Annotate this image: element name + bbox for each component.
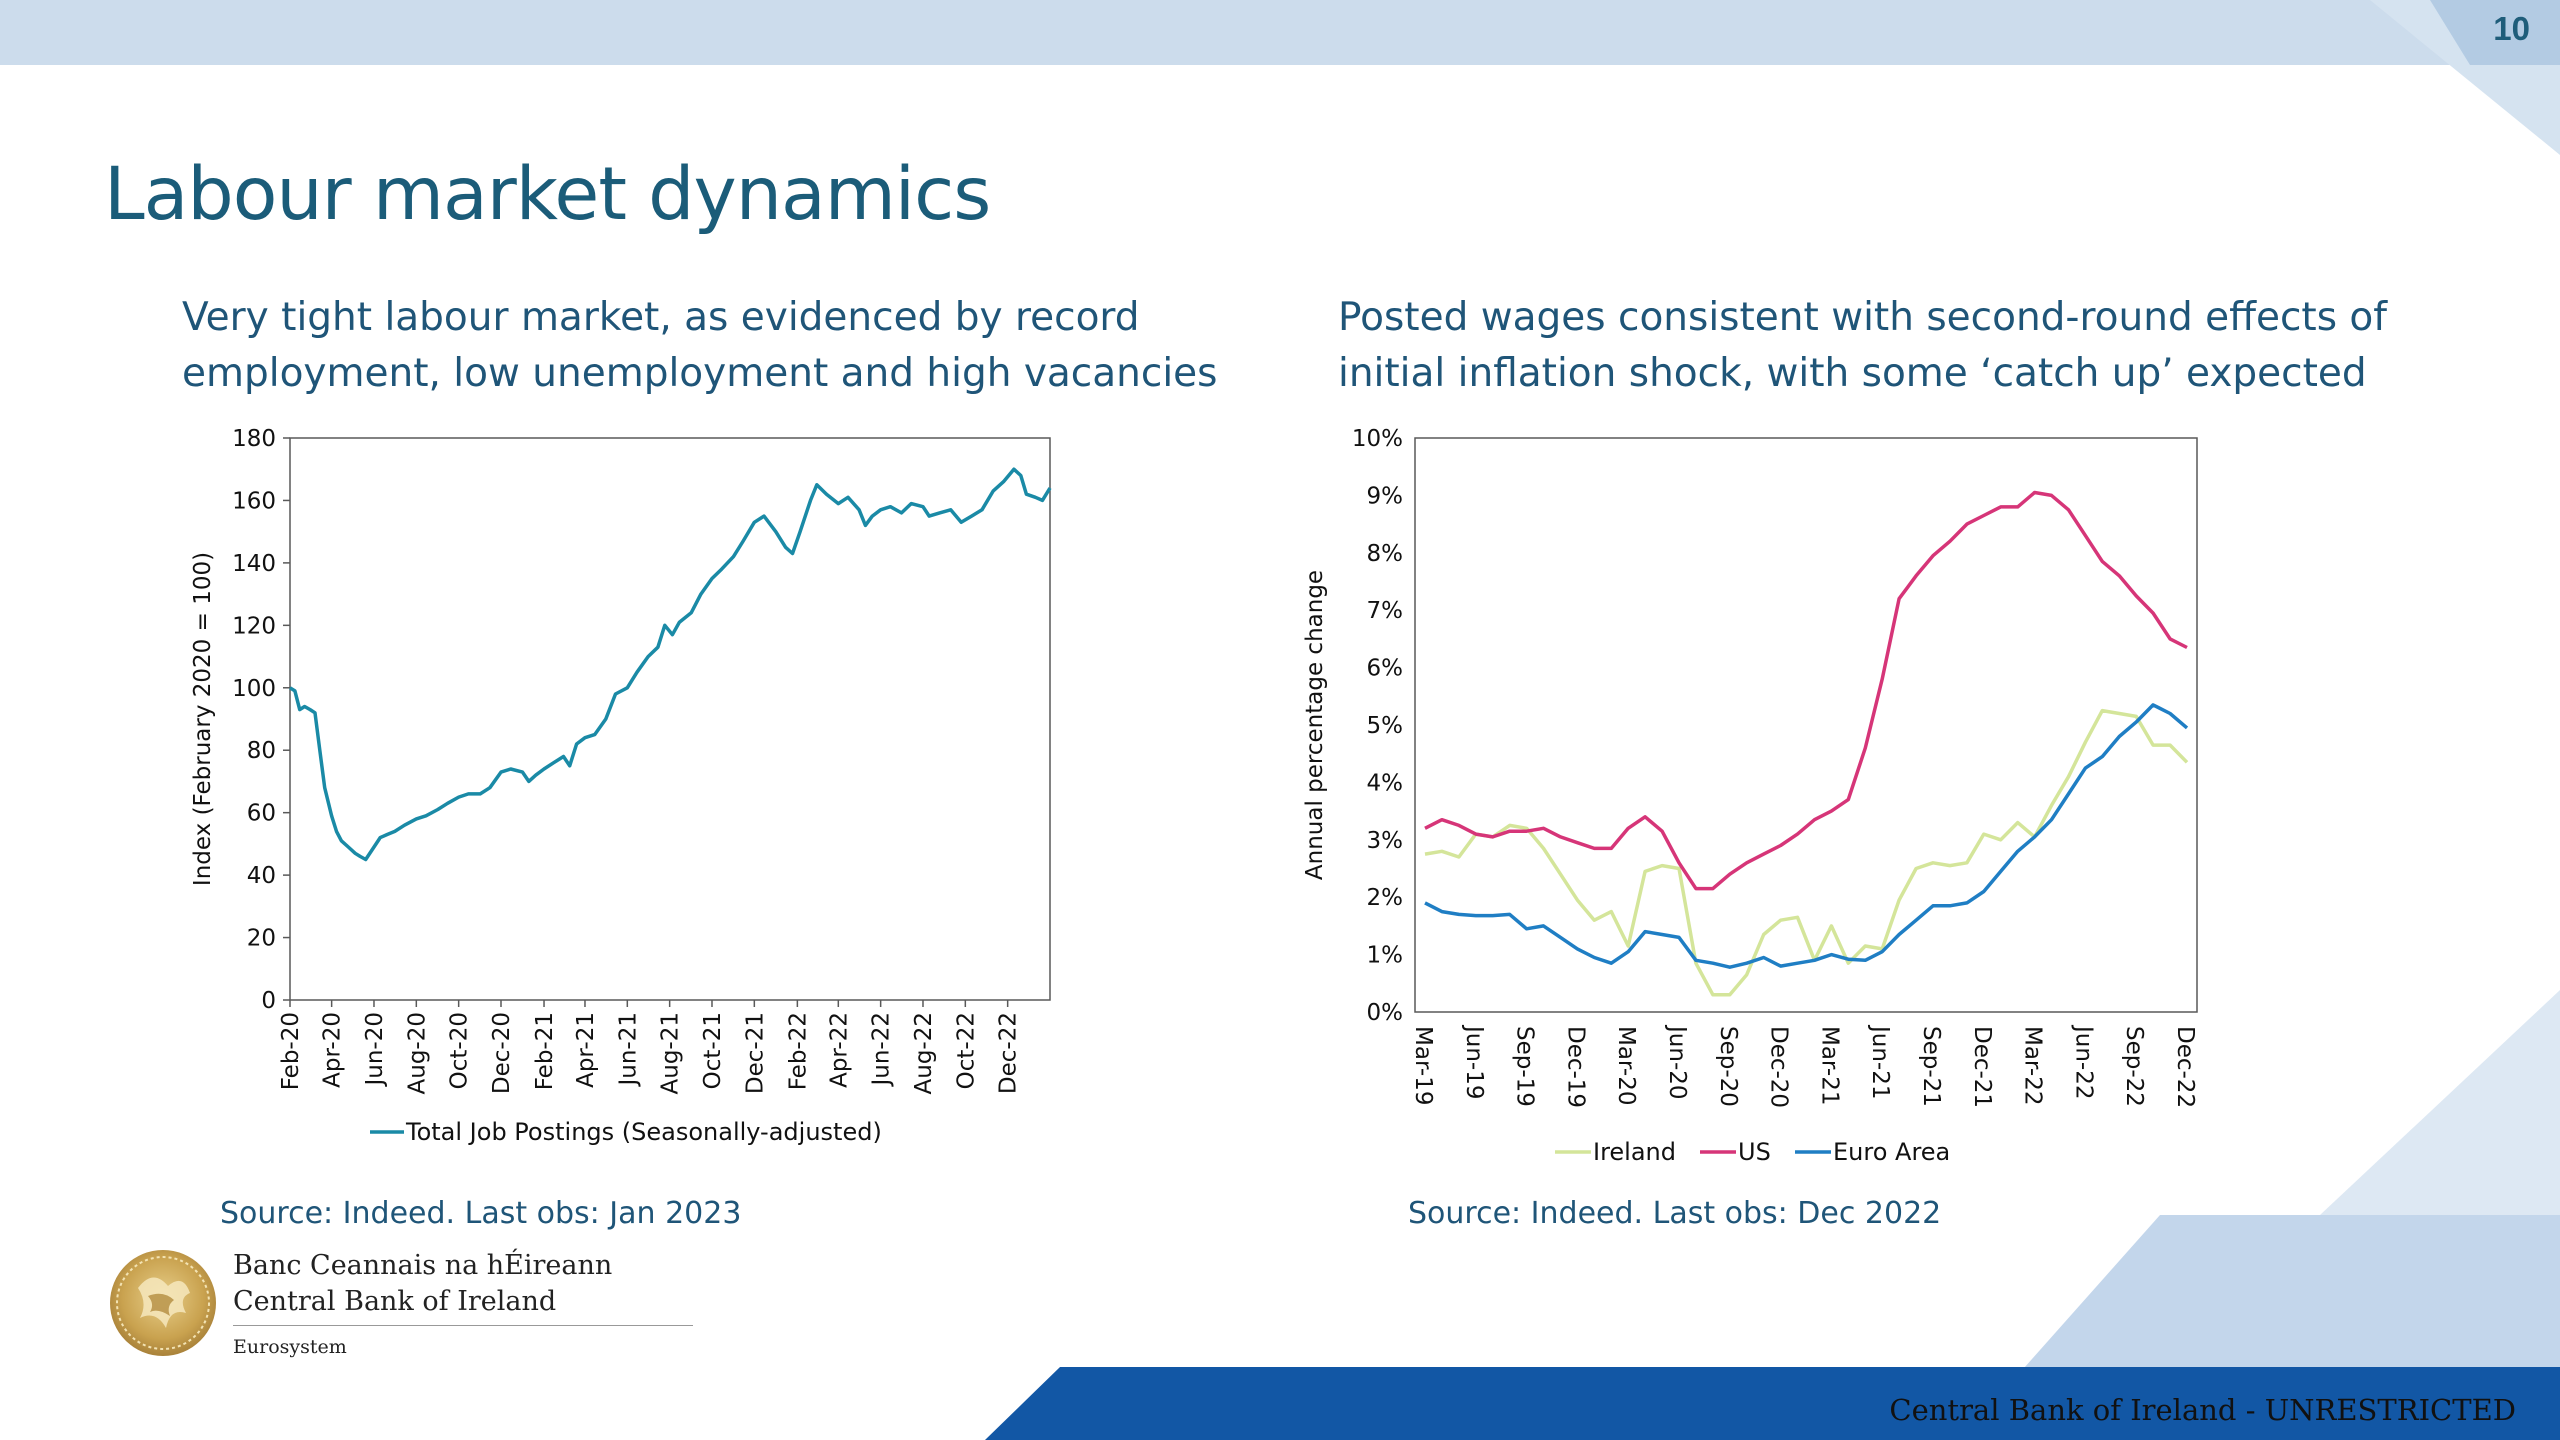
job-postings-chart: 0 20 40 60 80 100 120 140 160 180 Feb-20 Apr-20 Jun-…: [190, 426, 1052, 1146]
y-tick-label: 1%: [1367, 943, 1404, 969]
legend-label-total-job-postings: Total Job Postings (Seasonally-adjusted): [405, 1118, 882, 1146]
legend-label-ireland: Ireland: [1593, 1138, 1676, 1166]
y-axis-title: Annual percentage change: [1302, 570, 1328, 880]
x-tick-label: Feb-22: [785, 1012, 811, 1090]
x-tick-label: Sep-20: [1715, 1026, 1741, 1107]
central-bank-logo: Banc Ceannais na hÉireann Central Bank o…: [108, 1248, 693, 1368]
x-tick-label: Oct-21: [700, 1012, 726, 1089]
top-band: [0, 0, 2560, 65]
y-tick-label: 9%: [1367, 483, 1404, 509]
x-tick-label: Feb-20: [278, 1012, 304, 1090]
x-tick-label: Sep-22: [2121, 1026, 2147, 1107]
x-tick-label: Jun-20: [362, 1012, 388, 1088]
right-subtitle-line2: initial inflation shock, with some ‘catc…: [1338, 351, 2367, 396]
x-tick-label: Dec-21: [742, 1012, 768, 1094]
bottom-band: [985, 1367, 2560, 1440]
x-tick-label: Jun-22: [869, 1012, 895, 1088]
left-source-note: Source: Indeed. Last obs: Jan 2023: [220, 1196, 742, 1231]
y-tick-label: 20: [247, 926, 276, 952]
y-tick-label: 6%: [1367, 656, 1404, 682]
x-tick-label: Mar-20: [1613, 1026, 1639, 1106]
x-tick-label: Jun-20: [1664, 1024, 1690, 1100]
x-tick-label: Feb-21: [532, 1012, 558, 1090]
logo-divider: [233, 1325, 693, 1326]
y-tick-label: 180: [232, 426, 276, 452]
x-tick-label: Apr-21: [573, 1012, 599, 1088]
x-tick-label: Jun-21: [615, 1012, 641, 1088]
page-number: 10: [2493, 10, 2530, 47]
series-line-us: [1424, 490, 2188, 891]
series-line-total-job-postings: [289, 467, 1052, 862]
x-tick-label: Oct-20: [447, 1012, 473, 1089]
y-tick-label: 120: [232, 613, 276, 639]
x-tick-label: Apr-20: [320, 1012, 346, 1088]
right-source-note: Source: Indeed. Last obs: Dec 2022: [1408, 1196, 1942, 1231]
plot-area: [289, 437, 1051, 1001]
y-tick-label: 4%: [1367, 770, 1404, 796]
legend-label-us: US: [1738, 1138, 1771, 1166]
x-tick-label: Aug-20: [404, 1012, 430, 1094]
series-line-ireland: [1424, 708, 2189, 997]
y-tick-label: 5%: [1367, 713, 1404, 739]
x-tick-label: Dec-22: [996, 1012, 1022, 1094]
left-subtitle: Very tight labour market, as evidenced b…: [182, 290, 1217, 402]
x-tick-label: Mar-21: [1816, 1026, 1842, 1106]
y-tick-label: 8%: [1367, 541, 1404, 567]
left-subtitle-line2: employment, low unemployment and high va…: [182, 351, 1218, 396]
x-tick-label: Jun-19: [1461, 1024, 1487, 1100]
x-tick-label: Aug-22: [911, 1012, 937, 1094]
footer-classification: Central Bank of Ireland - UNRESTRICTED: [1889, 1393, 2516, 1427]
x-tick-label: Jun-21: [1867, 1024, 1893, 1100]
y-tick-label: 7%: [1367, 598, 1404, 624]
page-title: Labour market dynamics: [104, 152, 991, 237]
y-tick-label: 40: [247, 863, 276, 889]
logo-english-name: Central Bank of Ireland: [233, 1286, 557, 1317]
y-tick-label: 140: [232, 551, 276, 577]
plot-area: [1414, 437, 2198, 1013]
x-tick-label: Jun-22: [2070, 1024, 2096, 1100]
x-tick-label: Dec-19: [1562, 1026, 1588, 1108]
y-axis-title: Index (February 2020 = 100): [190, 552, 216, 886]
x-tick-label: Mar-22: [2020, 1026, 2046, 1106]
logo-eurosystem: Eurosystem: [233, 1336, 347, 1358]
x-tick-label: Oct-22: [953, 1012, 979, 1089]
y-tick-label: 10%: [1352, 426, 1403, 452]
x-tick-label: Sep-19: [1512, 1026, 1538, 1107]
y-tick-label: 0: [261, 988, 276, 1014]
right-subtitle: Posted wages consistent with second-roun…: [1338, 290, 2387, 402]
x-tick-label: Dec-22: [2172, 1026, 2198, 1108]
x-tick-label: Dec-20: [489, 1012, 515, 1094]
left-subtitle-line1: Very tight labour market, as evidenced b…: [182, 295, 1140, 340]
y-tick-label: 80: [247, 738, 276, 764]
legend-label-euro-area: Euro Area: [1833, 1138, 1950, 1166]
y-tick-label: 160: [232, 488, 276, 514]
harp-seal-icon: [110, 1250, 216, 1356]
series-line-euro-area: [1424, 703, 2189, 969]
logo-irish-name: Banc Ceannais na hÉireann: [233, 1250, 613, 1281]
y-tick-label: 0%: [1367, 1000, 1404, 1026]
right-subtitle-line1: Posted wages consistent with second-roun…: [1338, 295, 2388, 340]
y-tick-label: 60: [247, 801, 276, 827]
top-right-triangle-dark: [2430, 0, 2560, 65]
x-tick-label: Sep-21: [1918, 1026, 1944, 1107]
x-tick-label: Apr-22: [826, 1012, 852, 1088]
y-tick-label: 2%: [1367, 885, 1404, 911]
posted-wages-chart: 0% 1% 2% 3% 4% 5% 6% 7% 8% 9% 10% Mar-19 Jun-19 Sep-1…: [1302, 426, 2198, 1166]
x-tick-label: Dec-20: [1766, 1026, 1792, 1108]
y-tick-label: 100: [232, 676, 276, 702]
x-tick-label: Mar-19: [1410, 1026, 1436, 1106]
x-tick-label: Aug-21: [658, 1012, 684, 1094]
x-tick-label: Dec-21: [1969, 1026, 1995, 1108]
y-tick-label: 3%: [1367, 828, 1404, 854]
